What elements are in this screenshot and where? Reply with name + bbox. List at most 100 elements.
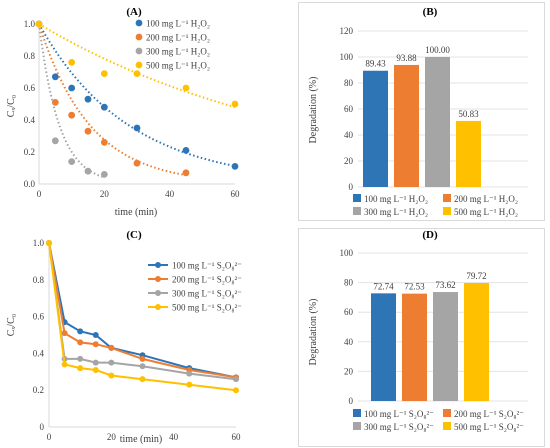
panel-c-x-tick: 0	[47, 432, 52, 442]
panel-c-point	[77, 365, 84, 372]
panel-a-point	[35, 20, 43, 28]
panel-d-plot: 0 20 40 60 80 100 72.74 72.53 73.62 79.72 100 mg L…	[340, 248, 528, 432]
panel-d-y-tick: 0	[349, 396, 354, 406]
panel-a-trendline-2	[38, 23, 105, 179]
panel-a-point	[133, 124, 141, 132]
panel-d-legend-label: 200 mg L⁻¹ S₂O₈²⁻	[454, 409, 524, 419]
panel-c-point	[92, 366, 99, 373]
panel-b-ylabel: Degradation (%)	[308, 77, 319, 144]
panel-c-plot: 0 0.2 0.4 0.6 0.8 1.0 0 20 40 60 100 mg L⁻¹ S₂O₈²⁻…	[33, 238, 242, 442]
panel-d-ylabel: Degradation (%)	[308, 299, 319, 366]
panel-c-legend-label: 100 mg L⁻¹ S₂O₈²⁻	[172, 261, 242, 271]
panel-b-y-tick: 100	[340, 52, 354, 62]
panel-b-label: (B)	[423, 6, 438, 18]
panel-c-legend-marker	[155, 276, 161, 282]
panel-c-point	[108, 359, 115, 366]
panel-c-y-tick: 0.2	[33, 385, 44, 395]
panel-d-y-tick: 40	[344, 337, 354, 347]
panel-a-point	[100, 171, 108, 178]
panel-a-x-tick: 60	[231, 189, 241, 199]
panel-c-x-tick: 40	[169, 432, 179, 442]
panel-c-point	[233, 376, 239, 383]
panel-b-legend-label: 200 mg L⁻¹ H₂O₂	[454, 194, 518, 204]
panel-a-point	[100, 70, 108, 77]
panel-b-bar	[456, 120, 481, 187]
panel-a-point	[68, 59, 76, 66]
panel-c-y-tick: 1.0	[33, 238, 45, 248]
panel-c-legend-label: 200 mg L⁻¹ S₂O₈²⁻	[172, 275, 242, 285]
panel-c-y-tick: 0.6	[33, 312, 45, 322]
panel-c-legend-marker	[155, 304, 161, 310]
panel-c-point	[61, 330, 68, 337]
panel-a-point	[100, 103, 108, 111]
panel-b-bar-value: 89.43	[365, 59, 386, 69]
panel-a-legend-label: 300 mg L⁻¹ H₂O₂	[146, 47, 210, 57]
panel-a-point	[84, 167, 92, 175]
panel-a-point	[68, 111, 76, 119]
panel-a-point	[231, 100, 239, 108]
panel-a-y-tick: 1.0	[24, 19, 36, 29]
panel-d-bar-value: 72.53	[404, 282, 425, 292]
panel-c-point	[46, 240, 52, 246]
panel-b-y-tick: 0	[349, 182, 354, 192]
panel-b-bar	[394, 64, 419, 187]
panel-a-legend-label: 100 mg L⁻¹ H₂O₂	[146, 19, 210, 29]
panel-c-x-tick: 20	[107, 432, 117, 442]
panel-a-x-tick: 0	[37, 189, 42, 199]
panel-d-legend-swatch	[443, 409, 451, 417]
panel-d-label: (D)	[422, 229, 438, 241]
panel-d-bar-value: 79.72	[466, 271, 486, 281]
panel-b-legend-label: 500 mg L⁻¹ H₂O₂	[454, 207, 518, 217]
panel-c-point	[92, 359, 99, 366]
panel-c-point	[139, 376, 146, 383]
panel-d-bar-value: 72.74	[373, 281, 394, 291]
panel-a-legend-label: 500 mg L⁻¹ H₂O₂	[146, 61, 210, 71]
panel-d-legend-label: 300 mg L⁻¹ S₂O₈²⁻	[364, 422, 434, 432]
panel-b-y-tick: 80	[344, 78, 354, 88]
panel-a-point	[68, 84, 76, 92]
panel-a-point	[68, 158, 76, 166]
panel-c-legend-marker	[155, 262, 161, 268]
panel-c-line-0	[48, 242, 237, 379]
panel-c-point	[233, 387, 239, 394]
panel-c-legend-label: 300 mg L⁻¹ S₂O₈²⁻	[172, 289, 242, 299]
panel-c-ylabel: Cₓ/C₀	[6, 313, 17, 336]
panel-b-legend-label: 100 mg L⁻¹ H₂O₂	[364, 194, 428, 204]
panel-c-point	[108, 372, 115, 379]
panel-b-frame	[298, 2, 545, 221]
panel-a-legend-marker	[135, 47, 143, 55]
panel-c-point	[186, 370, 193, 377]
panel-b-bar	[425, 57, 450, 187]
panel-a-y-tick: 0.2	[24, 147, 35, 157]
panel-d-legend-label: 500 mg L⁻¹ S₂O₈²⁻	[454, 422, 524, 432]
panel-a-x-tick: 40	[165, 189, 175, 199]
panel-a-point	[51, 99, 59, 106]
panel-b-bar	[363, 70, 388, 187]
panel-d-bar	[433, 292, 458, 401]
panel-c-label: (C)	[126, 229, 142, 241]
panel-a-legend-marker	[135, 33, 143, 41]
panel-c-point	[92, 341, 99, 348]
panel-a-legend-marker	[135, 19, 143, 27]
panel-d-y-tick: 100	[340, 248, 354, 258]
panel-d-bar	[371, 293, 396, 401]
panel-d-bar-value: 73.62	[435, 280, 455, 290]
panel-c-legend-label: 500 mg L⁻¹ S₂O₈²⁻	[172, 303, 242, 313]
panel-b-legend-swatch	[353, 207, 361, 215]
panel-b-legend-swatch	[353, 194, 361, 202]
panel-a-point	[100, 139, 108, 146]
panel-a-point	[84, 95, 92, 103]
panel-a-point	[51, 137, 59, 145]
panel-a-plot: 0.0 0.2 0.4 0.6 0.8 1.0 0 20 40 60 100 mg L⁻¹ H₂O₂…	[24, 19, 240, 200]
panel-b-legend-swatch	[443, 194, 451, 202]
panel-a-legend-label: 200 mg L⁻¹ H₂O₂	[146, 33, 210, 43]
panel-b-y-tick: 40	[344, 130, 354, 140]
panel-d-legend-swatch	[443, 422, 451, 430]
panel-b-bar-value: 100.00	[425, 45, 450, 55]
panel-a-y-tick: 0.0	[24, 179, 36, 189]
panel-c-y-tick: 0	[40, 422, 45, 432]
panel-b-y-tick: 120	[340, 26, 354, 36]
panel-a-point	[133, 70, 141, 77]
panel-a-ylabel: Cₓ/C₀	[6, 94, 17, 117]
